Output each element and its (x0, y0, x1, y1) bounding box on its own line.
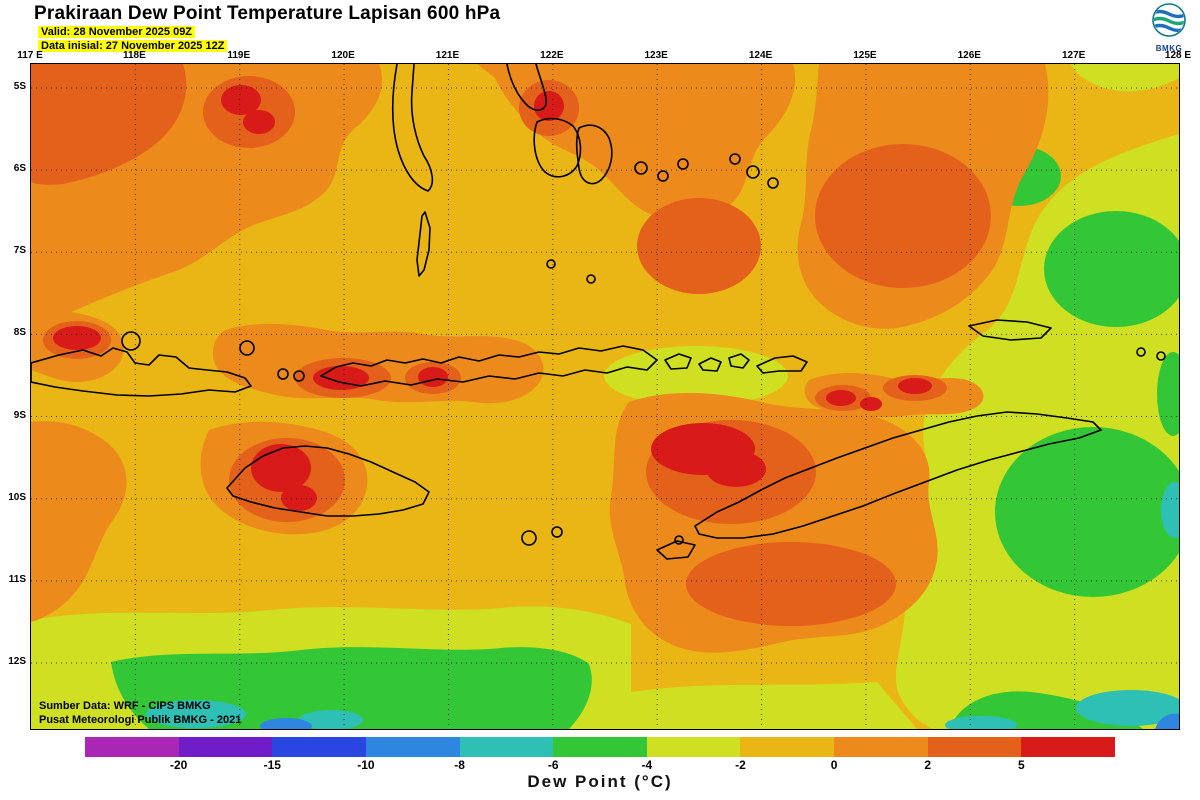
dewpoint-field (31, 64, 1179, 729)
init-time-text: Data inisial: 27 November 2025 12Z (38, 40, 228, 52)
legend-colorbar (85, 737, 1116, 757)
legend-tick-label: -10 (357, 758, 375, 772)
legend-color-block (927, 737, 1022, 757)
lon-label: 125E (853, 50, 877, 61)
grid-lines (31, 64, 1179, 729)
lon-label: 121E (435, 50, 460, 61)
legend-color-block (459, 737, 554, 757)
legend-color-block (178, 737, 273, 757)
legend-tick-label: -20 (169, 758, 188, 772)
legend-color-block (646, 737, 741, 757)
source-line-2: Pusat Meteorologi Publik BMKG - 2021 (39, 714, 242, 726)
valid-time-text: Valid: 28 November 2025 09Z (38, 26, 196, 38)
longitude-axis: 117 E 118E 119E 120E 121E 122E 123E 124E 125E 126… (17, 50, 1191, 62)
legend-color-block (272, 737, 366, 757)
legend-title: Dew Point (°C) (527, 772, 673, 791)
legend-color-block (85, 737, 179, 757)
lat-label: 11S (8, 573, 26, 585)
legend-tick-label: -8 (454, 758, 465, 772)
data-source-credit: Sumber Data: WRF - CIPS BMKG Pusat Meteo… (39, 699, 241, 727)
legend-tick-label: 2 (924, 758, 932, 772)
valid-time-stamp: Valid: 28 November 2025 09Z (38, 26, 196, 38)
legend-color-block (834, 737, 928, 757)
lat-label: 7S (13, 245, 26, 257)
coastline (31, 64, 1166, 560)
latitude-axis: 5S 6S 7S 8S 9S 10S 11S 12S (0, 63, 28, 728)
bmkg-logo-icon (1152, 3, 1186, 37)
legend-tick-row: -20 -15 -10 -8 -6 -4 -2 0 2 5 (85, 758, 1115, 772)
lon-label: 124E (748, 50, 773, 61)
legend-tick-label: -2 (735, 758, 746, 772)
lat-label: 10S (8, 491, 26, 503)
bmkg-logo: BMKG (1146, 2, 1192, 53)
lon-label: 119E (227, 50, 251, 61)
legend-color-block (365, 737, 460, 757)
legend-tick-label: -4 (641, 758, 653, 772)
lon-label: 120E (331, 50, 355, 61)
page-title: Prakiraan Dew Point Temperature Lapisan … (34, 3, 501, 24)
init-time-stamp: Data inisial: 27 November 2025 12Z (38, 40, 228, 52)
legend-color-block (553, 737, 647, 757)
lon-label: 122E (540, 50, 564, 61)
lon-label: 117 E (17, 50, 43, 61)
legend-tick-label: 0 (830, 758, 838, 772)
legend-tick-label: -15 (263, 758, 281, 772)
lon-label: 123E (644, 50, 668, 61)
legend-color-block (740, 737, 835, 757)
lat-label: 12S (8, 655, 26, 667)
dewpoint-map-svg (31, 64, 1179, 729)
lon-label: 118E (122, 50, 146, 61)
source-line-1: Sumber Data: WRF - CIPS BMKG (39, 700, 211, 712)
lon-label: 126E (957, 50, 981, 61)
bmkg-logo-text: BMKG (1155, 44, 1183, 53)
lat-label: 8S (13, 327, 26, 339)
lon-label: 128 E (1164, 50, 1192, 61)
legend-color-block (1021, 737, 1116, 757)
legend-tick-label: -6 (547, 758, 559, 772)
lon-label: 127E (1061, 50, 1086, 61)
legend-tick-label: 5 (1018, 758, 1025, 772)
lat-label: 9S (13, 409, 26, 421)
map-frame: Sumber Data: WRF - CIPS BMKG Pusat Meteo… (30, 63, 1180, 730)
lat-label: 6S (13, 163, 26, 175)
lat-label: 5S (13, 81, 26, 92)
